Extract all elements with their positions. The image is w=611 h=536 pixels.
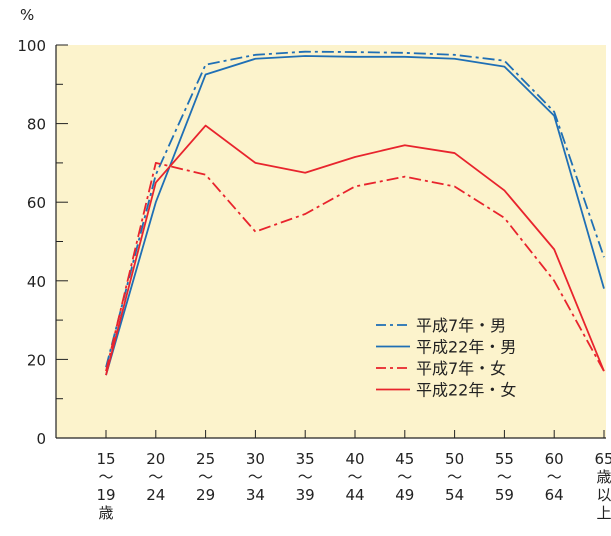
- x-tick-label: 64: [545, 486, 564, 504]
- x-tick-label: 〜: [248, 468, 263, 486]
- y-tick-label: 0: [36, 430, 46, 448]
- x-tick-label: 〜: [148, 468, 163, 486]
- x-tick-label: 以: [596, 486, 611, 504]
- x-tick-label: 〜: [397, 468, 412, 486]
- x-tick-label: 40: [345, 450, 364, 468]
- legend-label: 平成7年・女: [416, 359, 506, 378]
- x-tick-label: 54: [445, 486, 464, 504]
- y-tick-label: 80: [27, 116, 46, 134]
- plot-background: [56, 45, 606, 438]
- x-tick-label: 19: [96, 486, 115, 504]
- series-lines: [105, 50, 605, 376]
- x-tick-label: 65: [594, 450, 611, 468]
- x-tick-label: 歳: [596, 468, 611, 486]
- y-tick-label: 20: [27, 351, 46, 369]
- x-tick-label: 55: [495, 450, 514, 468]
- x-tick-label: 歳: [98, 504, 113, 522]
- x-tick-label: 34: [246, 486, 265, 504]
- x-tick-label: 15: [96, 450, 115, 468]
- legend-label: 平成7年・男: [416, 316, 506, 335]
- x-tick-label: 20: [146, 450, 165, 468]
- x-tick-label: 29: [196, 486, 215, 504]
- x-tick-label: 45: [395, 450, 414, 468]
- x-tick-label: 上: [596, 504, 611, 522]
- x-tick-label: 49: [395, 486, 414, 504]
- y-tick-label: 60: [27, 194, 46, 212]
- legend-label: 平成22年・女: [416, 381, 516, 400]
- series-line-2: [105, 161, 605, 372]
- x-tick-label: 35: [296, 450, 315, 468]
- x-tick-label: 39: [296, 486, 315, 504]
- x-tick-label: 〜: [497, 468, 512, 486]
- x-tick-label: 24: [146, 486, 165, 504]
- legend-label: 平成22年・男: [416, 338, 516, 357]
- x-tick-label: 〜: [98, 468, 113, 486]
- x-tick-label: 〜: [347, 468, 362, 486]
- x-tick-label: 30: [246, 450, 265, 468]
- x-tick-label: 〜: [198, 468, 213, 486]
- x-tick-label: 〜: [447, 468, 462, 486]
- series-line-3: [105, 124, 605, 376]
- y-axis-label: %: [20, 6, 34, 24]
- series-line-0: [105, 50, 605, 368]
- x-tick-label: 〜: [298, 468, 313, 486]
- x-tick-label: 60: [545, 450, 564, 468]
- x-tick-label: 〜: [547, 468, 562, 486]
- x-tick-label: 25: [196, 450, 215, 468]
- y-tick-label: 40: [27, 273, 46, 291]
- x-tick-label: 59: [495, 486, 514, 504]
- y-tick-label: 100: [17, 37, 46, 55]
- series-line-1: [105, 55, 605, 376]
- x-tick-label: 44: [345, 486, 364, 504]
- y-axis: 0 20 40 60 80 100: [17, 37, 68, 448]
- x-axis: 15〜19歳20〜2425〜2930〜3435〜3940〜4445〜4950〜5…: [56, 430, 611, 522]
- x-tick-label: 50: [445, 450, 464, 468]
